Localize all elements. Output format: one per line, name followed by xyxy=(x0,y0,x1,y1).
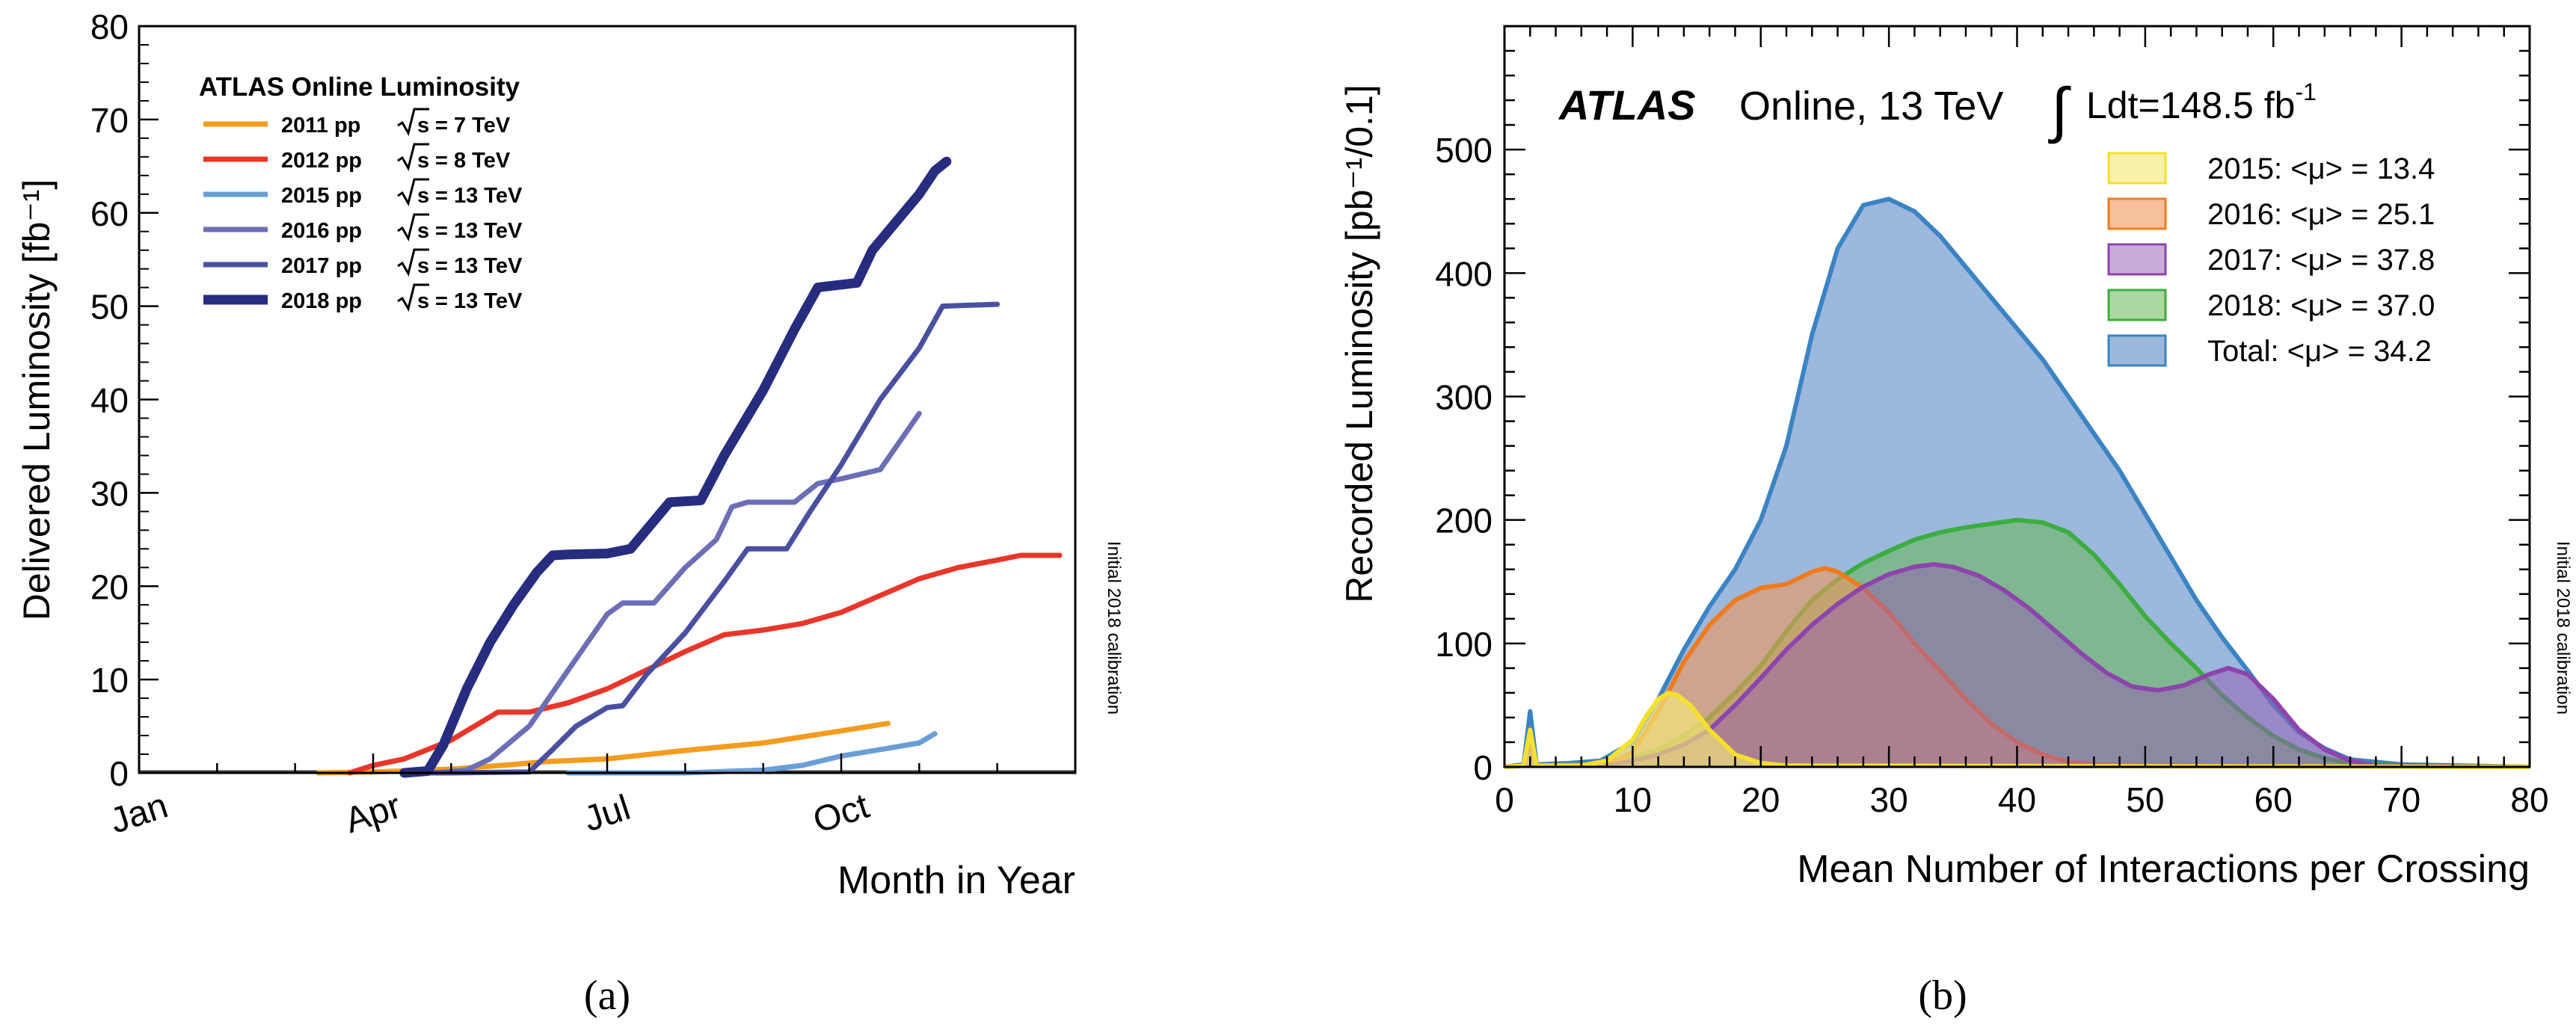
chart-a-series-2018-pp xyxy=(399,156,952,778)
chart-b-legend-swatch xyxy=(2107,197,2167,230)
chart-b-series-group xyxy=(1504,197,2530,769)
sqrt-s-letter: s xyxy=(417,219,429,243)
chart-b-legend-swatch xyxy=(2107,243,2167,276)
sqrt-s-letter: s xyxy=(417,149,429,173)
chart-b-series-2017-area xyxy=(1504,564,2530,767)
chart-b-legend-label: 2018: <μ> = 37.0 xyxy=(2207,289,2435,322)
chart-a-ylabel: Delivered Luminosity [fb⁻¹] xyxy=(16,179,58,621)
chart-a-ytick-label: 70 xyxy=(90,101,129,140)
chart-a-legend: ATLAS Online Luminosity 2011 pp s = 7 TeV2… xyxy=(199,73,523,313)
chart-a-legend-name: 2017 pp xyxy=(281,254,362,278)
chart-a-ytick-label: 30 xyxy=(90,474,129,513)
chart-b: 0 100 200 300 400 500 0 10 20 30 40 50 60 70 80 ATLAS … xyxy=(1338,25,2573,1019)
chart-a-legend-energy: = 13 TeV xyxy=(435,184,523,208)
chart-b-xtick-label: 50 xyxy=(2126,780,2164,819)
chart-b-legend-swatch xyxy=(2107,152,2167,185)
chart-b-xtick-label: 0 xyxy=(1495,780,1514,819)
chart-a-legend-energy: = 13 TeV xyxy=(435,289,523,313)
chart-a-legend-energy: = 13 TeV xyxy=(435,254,523,278)
sqrt-s-letter: s xyxy=(417,289,429,313)
chart-b-ytick-label: 500 xyxy=(1435,131,1493,170)
chart-a-legend-energy: = 7 TeV xyxy=(435,114,511,138)
chart-a-side-note: Initial 2018 calibration xyxy=(1104,541,1124,715)
chart-b-legend-swatch xyxy=(2107,289,2167,321)
chart-b-integral-sup: -1 xyxy=(2295,78,2316,105)
chart-a-legend-name: 2011 pp xyxy=(281,114,360,138)
chart-b-xtick-label: 10 xyxy=(1614,780,1652,819)
chart-b-ytick-label: 0 xyxy=(1473,748,1493,787)
chart-a-legend-name: 2016 pp xyxy=(281,219,362,243)
chart-a-legend-energy: = 13 TeV xyxy=(435,219,523,243)
chart-b-legend: 2015: <μ> = 13.4 2016: <μ> = 25.1 2017: <μ… xyxy=(2107,152,2435,368)
chart-b-xtick-label: 20 xyxy=(1742,780,1780,819)
chart-b-legend-label: 2015: <μ> = 13.4 xyxy=(2207,152,2435,185)
panel-a-label: (a) xyxy=(584,972,630,1019)
chart-b-legend-label: 2016: <μ> = 25.1 xyxy=(2207,198,2435,231)
chart-b-legend-label: Total: <μ> = 34.2 xyxy=(2207,335,2432,368)
chart-a-xlabel: Month in Year xyxy=(837,859,1075,902)
chart-a-ytick-label: 0 xyxy=(109,754,129,793)
chart-b-legend-swatch xyxy=(2107,334,2167,367)
chart-a-title: ATLAS Online Luminosity xyxy=(199,73,520,102)
sqrt-s-icon: s xyxy=(397,143,429,173)
chart-b-xlabel: Mean Number of Interactions per Crossing xyxy=(1797,848,2530,891)
chart-a-legend-energy: = 8 TeV xyxy=(435,149,511,173)
chart-b-ylabel: Recorded Luminosity [pb⁻¹/0.1] xyxy=(1338,84,1380,602)
chart-a-ytick-label: 60 xyxy=(90,194,129,233)
chart-b-series-2015-line xyxy=(1504,690,2530,769)
chart-a-legend-name: 2015 pp xyxy=(281,184,362,208)
sqrt-s-icon: s xyxy=(397,283,429,313)
chart-a-ytick-label: 20 xyxy=(90,567,129,606)
chart-b-subtitle: Online, 13 TeV xyxy=(1739,84,2003,129)
integral-sign-icon: ∫ xyxy=(2048,76,2071,144)
chart-a-ytick-label: 80 xyxy=(90,7,129,46)
sqrt-s-letter: s xyxy=(417,254,429,278)
chart-b-integral: Ldt=148.5 fb-1 xyxy=(2086,78,2317,126)
chart-b-ytick-label: 400 xyxy=(1435,254,1493,293)
sqrt-s-icon: s xyxy=(397,178,429,208)
sqrt-s-icon: s xyxy=(397,213,429,243)
chart-a-series-2012-pp xyxy=(347,552,1063,776)
chart-b-ytick-label: 200 xyxy=(1435,502,1493,540)
sqrt-s-icon: s xyxy=(397,108,429,138)
panel-b-label: (b) xyxy=(1918,972,1967,1019)
chart-b-xtick-label: 80 xyxy=(2510,780,2548,819)
chart-b-header: ATLAS Online, 13 TeV ∫ Ldt=148.5 fb-1 xyxy=(1558,76,2317,144)
chart-b-xtick-label: 40 xyxy=(1998,780,2036,819)
chart-b-ytick-label: 100 xyxy=(1435,625,1493,664)
chart-a-ytick-label: 10 xyxy=(90,661,129,700)
sqrt-s-letter: s xyxy=(417,114,429,138)
sqrt-s-letter: s xyxy=(417,184,429,208)
chart-a-legend-name: 2018 pp xyxy=(281,289,362,313)
chart-b-xtick-label: 70 xyxy=(2382,780,2420,819)
chart-a-series-2016-pp xyxy=(433,410,922,776)
chart-a-legend-name: 2012 pp xyxy=(281,149,362,173)
chart-a-ytick-label: 50 xyxy=(90,288,129,327)
chart-b-side-note: Initial 2018 calibration xyxy=(2553,541,2573,715)
chart-b-legend-label: 2017: <μ> = 37.8 xyxy=(2207,244,2435,277)
chart-b-integral-text: Ldt=148.5 fb xyxy=(2086,84,2295,126)
chart-b-experiment: ATLAS xyxy=(1558,81,1696,129)
chart-a-ytick-label: 40 xyxy=(90,381,129,420)
chart-b-ytick-label: 300 xyxy=(1435,378,1493,417)
chart-a-series-2017-pp xyxy=(409,301,1000,776)
chart-b-xtick-label: 60 xyxy=(2254,780,2293,819)
sqrt-s-icon: s xyxy=(397,248,429,278)
chart-b-xtick-label: 30 xyxy=(1870,780,1908,819)
